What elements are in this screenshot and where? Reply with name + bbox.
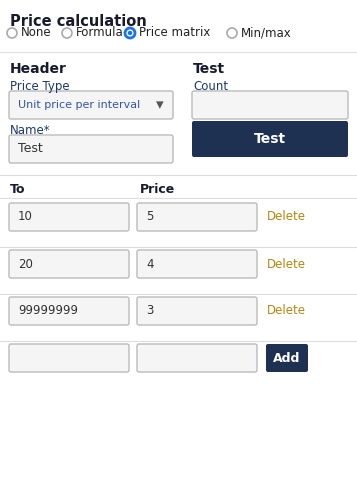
Text: Test: Test <box>254 132 286 146</box>
Text: Price: Price <box>140 183 175 196</box>
Text: None: None <box>21 27 52 40</box>
Text: Name*: Name* <box>10 124 51 137</box>
FancyBboxPatch shape <box>9 297 129 325</box>
Text: Count: Count <box>193 80 228 93</box>
Text: Test: Test <box>193 62 225 76</box>
Circle shape <box>125 28 135 38</box>
FancyBboxPatch shape <box>137 297 257 325</box>
Circle shape <box>125 28 135 38</box>
Text: Delete: Delete <box>267 305 306 318</box>
FancyBboxPatch shape <box>266 344 308 372</box>
Text: 3: 3 <box>146 305 154 318</box>
FancyBboxPatch shape <box>9 135 173 163</box>
Text: Price calculation: Price calculation <box>10 14 147 29</box>
Text: 10: 10 <box>18 211 33 224</box>
Circle shape <box>7 28 17 38</box>
Circle shape <box>62 28 72 38</box>
FancyBboxPatch shape <box>9 91 173 119</box>
Text: 99999999: 99999999 <box>18 305 78 318</box>
Text: Header: Header <box>10 62 67 76</box>
FancyBboxPatch shape <box>192 121 348 157</box>
FancyBboxPatch shape <box>9 344 129 372</box>
Text: 4: 4 <box>146 257 154 270</box>
Text: ▾: ▾ <box>156 97 164 112</box>
Text: Test: Test <box>18 143 43 156</box>
FancyBboxPatch shape <box>137 203 257 231</box>
Text: To: To <box>10 183 25 196</box>
Text: Add: Add <box>273 351 301 364</box>
Circle shape <box>227 28 237 38</box>
Text: 5: 5 <box>146 211 154 224</box>
FancyBboxPatch shape <box>137 344 257 372</box>
FancyBboxPatch shape <box>9 203 129 231</box>
FancyBboxPatch shape <box>9 250 129 278</box>
Text: Price matrix: Price matrix <box>139 27 210 40</box>
Text: Unit price per interval: Unit price per interval <box>18 100 140 110</box>
Circle shape <box>128 31 132 35</box>
Text: Min/max: Min/max <box>241 27 292 40</box>
FancyBboxPatch shape <box>192 91 348 119</box>
Text: Delete: Delete <box>267 211 306 224</box>
Text: Delete: Delete <box>267 257 306 270</box>
Text: 20: 20 <box>18 257 33 270</box>
Text: Formula: Formula <box>76 27 124 40</box>
Text: Price Type: Price Type <box>10 80 70 93</box>
FancyBboxPatch shape <box>137 250 257 278</box>
